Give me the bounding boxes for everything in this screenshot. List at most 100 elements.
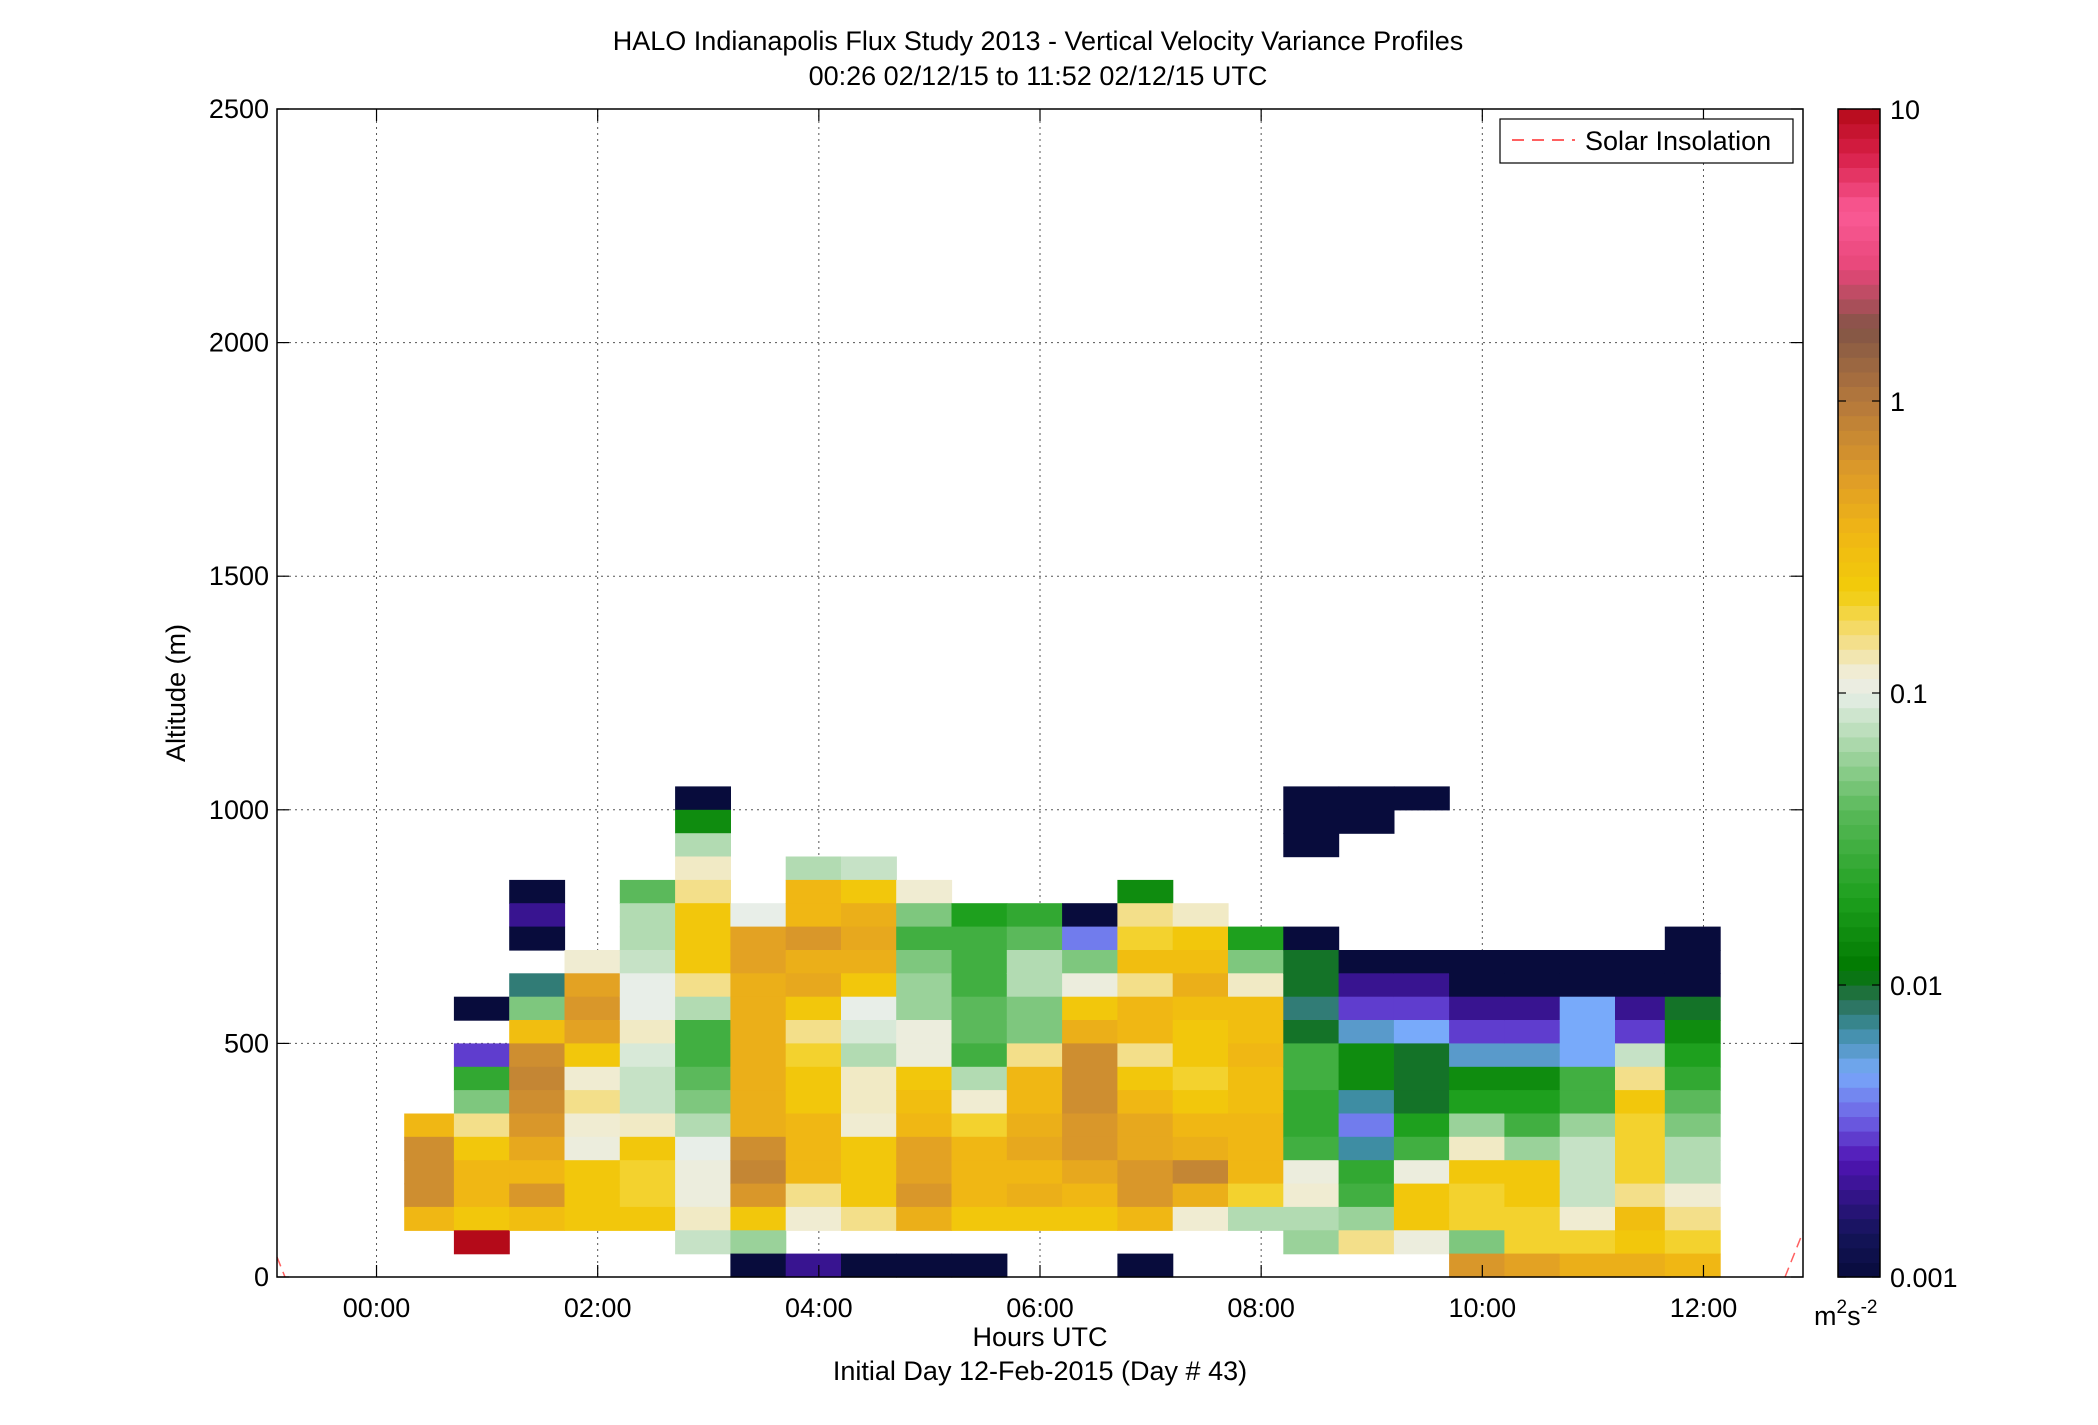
colorbar-segment-25: [1838, 897, 1880, 913]
heatmap-cell-4-6: [619, 1020, 676, 1044]
colorbar-segment-72: [1838, 211, 1880, 227]
heatmap-cell-22-9: [1615, 1160, 1671, 1185]
heatmap-cell-21-7: [1559, 1113, 1616, 1138]
heatmap-cell-8-2: [841, 903, 897, 928]
colorbar-segment-4: [1838, 1204, 1880, 1220]
colorbar: [1838, 109, 1880, 1278]
colorbar-segment-13: [1838, 1072, 1880, 1088]
heatmap-cell-18-12: [1393, 1206, 1450, 1231]
heatmap-cell-6-11: [730, 1160, 787, 1185]
heatmap-cell-23-10: [1664, 1160, 1721, 1185]
heatmap-cell-23-3: [1664, 996, 1721, 1021]
heatmap-cell-7-12: [785, 1136, 842, 1161]
heatmap-cell-1-1: [453, 996, 510, 1021]
colorbar-unit: m2s-2: [1814, 1297, 1877, 1331]
heatmap-cell-8-6: [841, 996, 897, 1021]
heatmap-cell-19-13: [1449, 1253, 1505, 1278]
heatmap-cell-14-13: [1172, 1206, 1229, 1231]
heatmap-cell-17-3: [1338, 973, 1395, 998]
heatmap-cell-15-2: [1228, 973, 1284, 998]
chart-title: HALO Indianapolis Flux Study 2013 - Vert…: [613, 26, 1463, 56]
heatmap-cell-11-1: [1006, 926, 1063, 951]
heatmap-cell-17-0: [1338, 786, 1395, 811]
heatmap-cell-11-7: [1006, 1066, 1063, 1091]
y-tick-label-0: 0: [254, 1262, 269, 1292]
heatmap-cell-2-2: [509, 926, 566, 951]
heatmap-cell-8-12: [841, 1136, 897, 1161]
heatmap-cell-20-8: [1504, 1136, 1561, 1161]
heatmap-cell-9-10: [896, 1113, 953, 1138]
heatmap-cell-18-2: [1393, 973, 1450, 998]
heatmap-cell-5-8: [675, 973, 731, 998]
heatmap-cell-0-3: [404, 1183, 461, 1208]
x-tick-label-2: 04:00: [785, 1293, 853, 1323]
heatmap-cell-3-1: [564, 973, 621, 998]
heatmap-cell-16-5: [1283, 973, 1340, 998]
heatmap-cell-21-2: [1559, 996, 1616, 1021]
colorbar-segment-64: [1838, 328, 1880, 344]
colorbar-segment-22: [1838, 941, 1880, 957]
heatmap-cell-23-7: [1664, 1090, 1721, 1115]
heatmap-cell-5-6: [675, 926, 731, 951]
heatmap-cell-13-5: [1117, 996, 1174, 1021]
heatmap-cell-22-7: [1615, 1113, 1671, 1138]
heatmap-cell-0-0: [404, 1113, 461, 1138]
heatmap-cell-18-7: [1393, 1090, 1450, 1115]
colorbar-segment-14: [1838, 1058, 1880, 1074]
heatmap-cell-2-5: [509, 1020, 566, 1044]
heatmap-cell-2-4: [509, 996, 566, 1021]
heatmap-cell-21-5: [1559, 1066, 1616, 1091]
heatmap-cell-1-5: [453, 1136, 510, 1161]
heatmap-cell-16-15: [1283, 1206, 1340, 1231]
x-tick-label-4: 08:00: [1227, 1293, 1295, 1323]
heatmap-cell-3-7: [564, 1113, 621, 1138]
colorbar-segment-36: [1838, 736, 1880, 752]
colorbar-segment-68: [1838, 269, 1880, 285]
colorbar-segment-38: [1838, 707, 1880, 723]
heatmap-cell-7-16: [785, 1253, 842, 1278]
heatmap-cell-7-8: [785, 1043, 842, 1068]
heatmap-cell-23-6: [1664, 1066, 1721, 1091]
heatmap-cell-17-6: [1338, 1043, 1395, 1068]
heatmap-cell-22-4: [1615, 1043, 1671, 1068]
heatmap-cell-12-9: [1062, 1113, 1118, 1138]
heatmap-cell-18-10: [1393, 1160, 1450, 1185]
colorbar-segment-65: [1838, 313, 1880, 329]
heatmap-cell-19-2: [1449, 996, 1505, 1021]
heatmap-cell-16-9: [1283, 1066, 1340, 1091]
heatmap-cell-14-5: [1172, 1020, 1229, 1044]
heatmap-cell-15-1: [1228, 950, 1284, 974]
heatmap-cell-20-4: [1504, 1043, 1561, 1068]
colorbar-segment-54: [1838, 474, 1880, 490]
heatmap-cell-5-13: [675, 1090, 731, 1115]
heatmap-cell-9-8: [896, 1066, 953, 1091]
legend-label-solar: Solar Insolation: [1585, 126, 1771, 156]
heatmap-cell-10-14: [951, 1253, 1008, 1278]
heatmap-cell-22-3: [1615, 1020, 1671, 1044]
heatmap-cell-23-5: [1664, 1043, 1721, 1068]
heatmap-cell-11-12: [1006, 1183, 1063, 1208]
heatmap-cell-11-6: [1006, 1043, 1063, 1068]
heatmap-cell-1-0: [453, 1043, 510, 1068]
heatmap-cell-1-4: [453, 1113, 510, 1138]
heatmap-cell-13-7: [1117, 1043, 1174, 1068]
heatmap-cell-4-4: [619, 973, 676, 998]
heatmap-cell-1-7: [453, 1183, 510, 1208]
colorbar-segment-8: [1838, 1145, 1880, 1161]
heatmap-cell-23-12: [1664, 1206, 1721, 1231]
colorbar-tick-label-2: 0.1: [1890, 679, 1928, 709]
heatmap-cell-4-10: [619, 1113, 676, 1138]
heatmap-cell-5-18: [675, 1206, 731, 1231]
heatmap-cell-22-8: [1615, 1136, 1671, 1161]
heatmap-cell-5-12: [675, 1066, 731, 1091]
heatmap-cell-9-15: [896, 1253, 953, 1278]
colorbar-segment-55: [1838, 459, 1880, 475]
heatmap-cell-21-3: [1559, 1020, 1616, 1044]
colorbar-segment-7: [1838, 1160, 1880, 1176]
heatmap-cell-19-3: [1449, 1020, 1505, 1044]
colorbar-segment-39: [1838, 693, 1880, 709]
heatmap-cell-17-5: [1338, 1020, 1395, 1044]
colorbar-segment-79: [1838, 109, 1880, 125]
colorbar-segment-60: [1838, 386, 1880, 402]
colorbar-segment-49: [1838, 547, 1880, 563]
